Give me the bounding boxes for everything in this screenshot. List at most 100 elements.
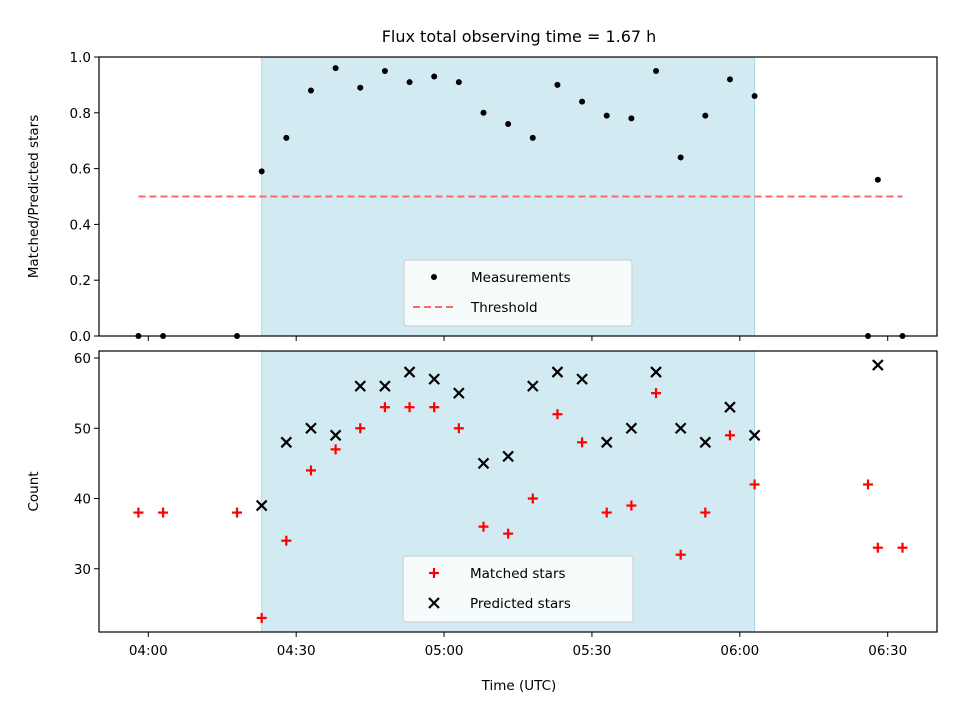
measurement-point [332, 65, 339, 72]
x-stroke [255, 499, 268, 512]
x-axis-label: Time (UTC) [481, 678, 557, 694]
x-stroke [748, 429, 761, 442]
predicted-star-point [650, 366, 662, 378]
predicted-star-point [477, 457, 490, 470]
x-tick-label: 04:00 [129, 643, 168, 659]
legend-label-predicted: Predicted stars [470, 596, 571, 612]
predicted-star-point [527, 380, 539, 392]
matched-star-point [552, 409, 563, 420]
legend-label-threshold: Threshold [470, 300, 538, 316]
top-panel: 0.0 0.2 0.4 0.6 0.8 1.0 Matched/Predicted sta… [26, 50, 938, 345]
bottom-data-layer [133, 359, 908, 623]
matched-star-point [133, 507, 144, 518]
y-tick-label: 0.0 [70, 329, 91, 345]
matched-star-point [503, 528, 514, 539]
predicted-star-point [379, 380, 391, 392]
bottom-y-axis-label: Count [26, 471, 42, 511]
predicted-star-point [329, 429, 342, 442]
measurement-point [480, 109, 487, 116]
matched-star-point [749, 479, 760, 490]
y-tick-label: 30 [74, 562, 91, 578]
x-stroke [724, 401, 736, 413]
predicted-star-point [502, 450, 514, 463]
matched-star-point [429, 402, 440, 413]
measurement-point [628, 115, 635, 122]
matched-star-point [724, 430, 735, 441]
y-tick-label: 60 [74, 351, 91, 367]
matched-star-point [256, 612, 267, 623]
x-stroke [872, 359, 884, 371]
x-tick-label: 06:30 [868, 643, 907, 659]
matched-star-point [626, 500, 637, 511]
predicted-star-point [699, 436, 712, 449]
y-tick-label: 1.0 [70, 50, 91, 66]
predicted-star-point [872, 359, 884, 371]
matched-star-point [379, 402, 390, 413]
legend-box [402, 555, 634, 623]
legend-predicted-marker [428, 597, 440, 609]
measurement-point [653, 67, 660, 74]
legend-measurement-marker [431, 274, 437, 280]
bottom-axis-ticks: 30 40 50 60 04:00 04:30 05:00 05:30 06:00 06:30 [74, 351, 907, 659]
matched-star-point [355, 423, 366, 434]
x-stroke [453, 387, 465, 399]
y-tick-label: 0.6 [70, 162, 91, 178]
y-tick-label: 0.2 [70, 273, 91, 289]
x-tick-label: 05:30 [572, 643, 611, 659]
top-axes-frame [98, 56, 938, 337]
matched-star-point [330, 444, 341, 455]
measurement-point [751, 93, 758, 100]
predicted-star-point [551, 366, 564, 378]
measurement-point [603, 112, 610, 119]
legend-label-matched: Matched stars [470, 566, 566, 582]
measurement-point [283, 134, 290, 141]
x-tick-label: 04:30 [277, 643, 316, 659]
x-stroke [428, 597, 440, 609]
measurement-point [529, 134, 536, 141]
matched-star-point [232, 507, 243, 518]
matched-star-point [158, 507, 169, 518]
measurement-point [431, 73, 438, 80]
measurement-point [258, 168, 265, 175]
legend-matched-marker [429, 568, 439, 578]
predicted-star-point [403, 366, 416, 378]
matched-star-point [675, 549, 686, 560]
y-tick-label: 0.4 [70, 217, 91, 233]
measurement-point [677, 154, 684, 161]
legend-box [403, 259, 633, 327]
predicted-star-point [724, 401, 736, 413]
x-stroke [403, 366, 416, 378]
predicted-star-point [255, 499, 268, 512]
top-axis-ticks: 0.0 0.2 0.4 0.6 0.8 1.0 [70, 50, 889, 345]
x-stroke [576, 373, 588, 385]
x-stroke [699, 436, 712, 449]
x-stroke [305, 422, 317, 435]
x-stroke [502, 450, 514, 463]
x-stroke [527, 380, 539, 392]
x-stroke [625, 422, 638, 435]
top-y-axis-label: Matched/Predicted stars [26, 115, 42, 278]
measurement-point [307, 87, 314, 94]
top-legend: Measurements Threshold [403, 259, 633, 327]
x-stroke [477, 457, 490, 470]
predicted-star-point [453, 387, 465, 399]
measurement-point [874, 176, 881, 183]
chart-title: Flux total observing time = 1.67 h [382, 27, 657, 46]
measurement-point [554, 81, 561, 88]
measurement-point [381, 67, 388, 74]
measurement-point [579, 98, 586, 105]
predicted-star-point [576, 373, 588, 385]
measurement-point [406, 79, 413, 86]
x-stroke [600, 436, 613, 449]
matched-star-point [897, 542, 908, 553]
measurement-point [357, 84, 364, 91]
matched-star-point [872, 542, 883, 553]
matched-star-point [453, 423, 464, 434]
matched-star-point [305, 465, 316, 476]
measurement-point [455, 79, 462, 86]
predicted-star-point [600, 436, 613, 449]
x-stroke [428, 373, 440, 385]
matched-star-point [601, 507, 612, 518]
predicted-star-point [748, 429, 761, 442]
